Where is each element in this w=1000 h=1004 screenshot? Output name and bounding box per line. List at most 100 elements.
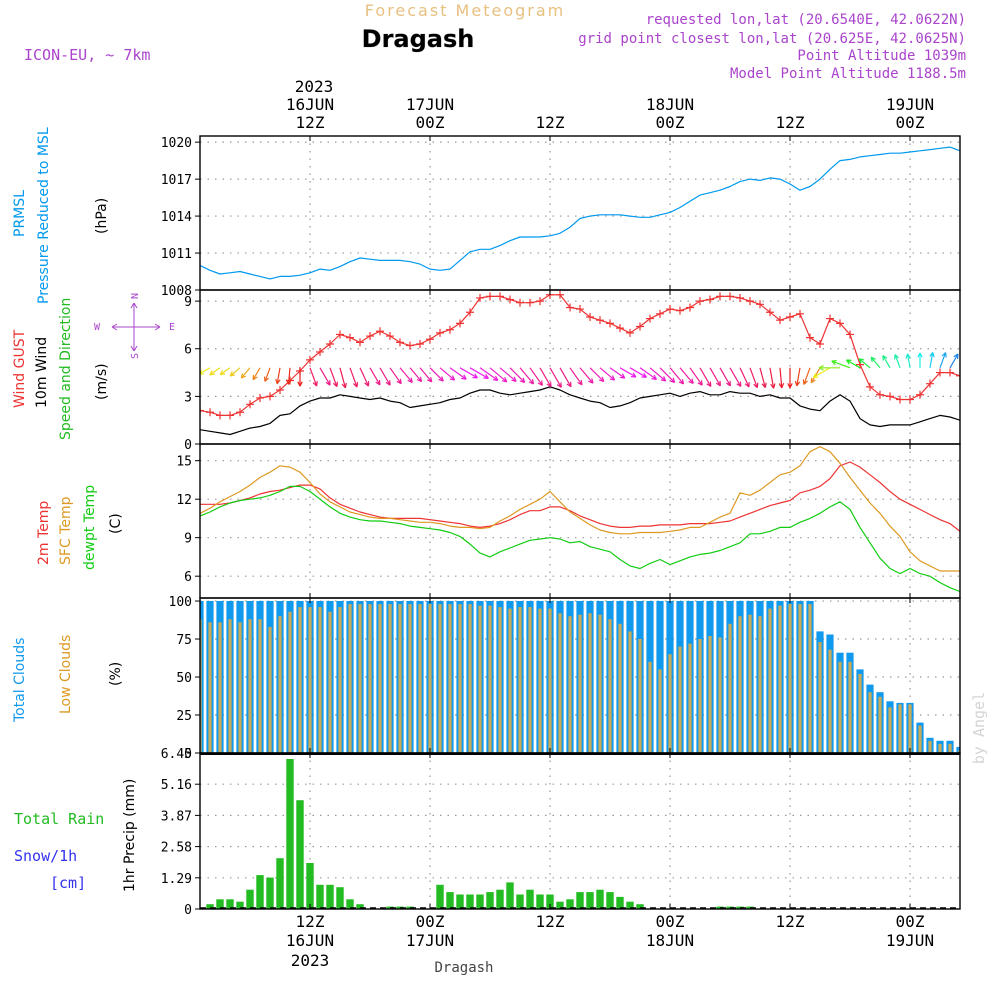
- panel-precipitation-marks: [200, 753, 960, 909]
- gust-marker: [646, 314, 654, 323]
- wind-direction-arrow: [200, 367, 201, 369]
- snow-unit-label: [cm]: [50, 874, 86, 892]
- rain-bar: [466, 894, 474, 909]
- gust-marker: [846, 330, 854, 339]
- wind-direction-arrow: [939, 352, 947, 369]
- low-cloud-bar: [698, 639, 702, 753]
- wind-direction-arrow: [769, 367, 776, 389]
- wind-direction-arrow: [846, 359, 861, 369]
- gust-marker: [666, 305, 674, 314]
- low-cloud-bar: [918, 725, 922, 753]
- gust-marker: [456, 319, 464, 328]
- rain-bar: [596, 889, 604, 909]
- low-cloud-bar: [828, 649, 832, 753]
- wind-direction-arrow: [719, 367, 731, 387]
- rain-bar: [576, 892, 584, 909]
- low-cloud-bar: [258, 619, 262, 753]
- gust-marker: [896, 395, 904, 404]
- wind-direction-arrow: [349, 367, 359, 388]
- low-cloud-bar: [200, 619, 202, 753]
- wind-direction-arrow: [359, 367, 370, 387]
- wind-direction-arrow: [579, 367, 594, 384]
- rain-bar: [616, 896, 624, 909]
- rain-bar: [216, 899, 224, 909]
- ytick-label-pressure: 1020: [161, 136, 192, 151]
- requested-coords: requested lon,lat (20.6540E, 42.0622N): [646, 12, 966, 28]
- low-cloud-bar: [798, 604, 802, 753]
- rain-bar: [236, 901, 244, 909]
- low-cloud-bar: [948, 743, 952, 753]
- low-cloud-bar: [768, 608, 772, 753]
- low-cloud-bar: [398, 604, 402, 753]
- wind-direction-arrow: [778, 367, 785, 389]
- low-cloud-bar: [308, 607, 312, 753]
- gust-marker: [386, 332, 394, 341]
- wind-direction-arrow: [439, 367, 456, 381]
- gust-marker: [816, 339, 824, 348]
- low-cloud-bar: [788, 604, 792, 753]
- ytick-label-wind: 6: [184, 343, 192, 358]
- t2m-line: [200, 461, 960, 532]
- gust-marker: [336, 330, 344, 339]
- gust-marker: [836, 319, 844, 328]
- wind-direction-arrow: [479, 367, 499, 381]
- wind-direction-arrow: [759, 367, 767, 388]
- wind-direction-arrow: [689, 367, 703, 386]
- bottom-time-label: 19JUN: [886, 931, 934, 950]
- rain-bar: [516, 894, 524, 909]
- low-cloud-bar: [218, 622, 222, 753]
- wind-direction-arrow: [489, 367, 508, 383]
- gust-marker: [316, 347, 324, 356]
- rain-bar: [626, 901, 634, 909]
- low-cloud-bar: [408, 604, 412, 753]
- gust-marker: [796, 309, 804, 318]
- low-cloud-bar: [938, 743, 942, 753]
- gust-marker: [236, 408, 244, 417]
- low-cloud-bar: [548, 608, 552, 753]
- ytick-label-pressure: 1011: [161, 247, 192, 262]
- wind-direction-arrow: [787, 367, 793, 389]
- dewpoint-line: [200, 485, 960, 593]
- wind-direction-arrow: [599, 367, 616, 381]
- wind-direction-arrow: [263, 367, 271, 382]
- low-cloud-bar: [688, 643, 692, 753]
- gust-marker: [306, 355, 314, 364]
- low-cloud-bar: [668, 654, 672, 753]
- bottom-time-label: 17JUN: [406, 931, 454, 950]
- low-cloud-bar: [368, 604, 372, 753]
- bottom-time-label: 16JUN: [286, 931, 334, 950]
- rain-bar: [336, 887, 344, 909]
- low-cloud-bar: [908, 704, 912, 753]
- rain-bar: [346, 899, 354, 909]
- bottom-time-label: 00Z: [896, 912, 925, 931]
- wind-direction-arrow: [509, 367, 526, 384]
- wind-direction-arrow: [409, 367, 423, 383]
- gust-marker: [506, 295, 514, 304]
- model-name: ICON-EU, ~ 7km: [24, 46, 150, 64]
- gust-marker: [786, 312, 794, 321]
- low-cloud-bar: [648, 661, 652, 753]
- gust-marker: [926, 379, 934, 388]
- compass-legend: W E N S: [94, 293, 175, 359]
- gust-marker: [576, 305, 584, 314]
- rain-bar: [256, 875, 264, 909]
- gust-marker: [686, 303, 694, 312]
- wind-direction-arrow: [639, 367, 658, 380]
- gust-marker: [200, 406, 204, 415]
- low-cloud-bar: [678, 646, 682, 753]
- rain-bar: [636, 904, 644, 909]
- gust-marker: [636, 322, 644, 331]
- gust-marker: [606, 319, 614, 328]
- panel-clouds-marks: [200, 601, 960, 753]
- rain-bar: [526, 889, 534, 909]
- gust-marker: [736, 293, 744, 302]
- low-cloud-bar: [958, 750, 960, 753]
- low-cloud-bar: [838, 661, 842, 753]
- gust-marker: [596, 316, 604, 325]
- ytick-label-pressure: 1008: [161, 284, 192, 299]
- low-cloud-bar: [348, 604, 352, 753]
- wind-direction-arrow: [619, 367, 637, 378]
